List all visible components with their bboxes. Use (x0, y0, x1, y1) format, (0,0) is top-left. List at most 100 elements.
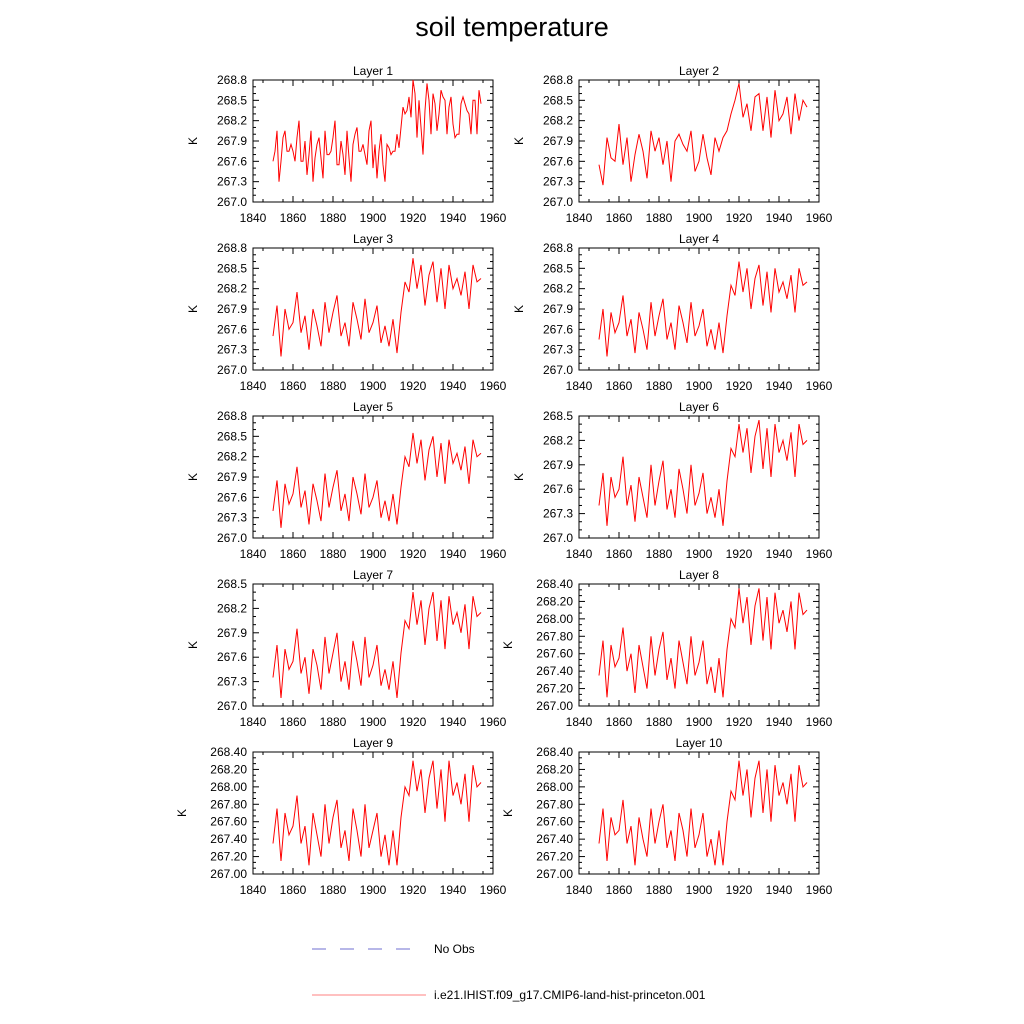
x-tick-label: 1900 (360, 211, 387, 225)
x-tick-label: 1880 (646, 715, 673, 729)
y-tick-label: 267.3 (217, 511, 247, 525)
x-tick-label: 1860 (280, 211, 307, 225)
x-tick-label: 1900 (686, 211, 713, 225)
x-tick-label: 1960 (806, 211, 833, 225)
panel-title: Layer 6 (679, 400, 719, 414)
x-tick-label: 1840 (240, 379, 267, 393)
y-tick-label: 267.20 (536, 682, 573, 696)
y-tick-label: 267.9 (543, 302, 573, 316)
panel-title: Layer 7 (353, 568, 393, 582)
y-tick-label: 267.00 (536, 699, 573, 713)
x-tick-label: 1900 (686, 547, 713, 561)
y-tick-label: 268.00 (536, 780, 573, 794)
y-tick-label: 268.8 (217, 73, 247, 87)
series-line (598, 261, 808, 357)
y-tick-label: 267.6 (217, 650, 247, 664)
x-tick-label: 1960 (806, 379, 833, 393)
y-tick-label: 268.2 (217, 601, 247, 615)
y-tick-label: 267.0 (543, 531, 573, 545)
y-tick-label: 267.9 (543, 458, 573, 472)
x-tick-label: 1860 (280, 547, 307, 561)
y-tick-label: 267.6 (217, 322, 247, 336)
x-tick-label: 1940 (440, 883, 467, 897)
y-tick-label: 267.9 (217, 470, 247, 484)
y-tick-label: 267.0 (217, 531, 247, 545)
x-tick-label: 1860 (606, 211, 633, 225)
series-line (598, 419, 808, 526)
x-tick-label: 1900 (360, 715, 387, 729)
y-tick-label: 267.3 (543, 175, 573, 189)
x-tick-label: 1920 (400, 715, 427, 729)
panel-title: Layer 9 (353, 736, 393, 750)
y-axis-label: K (186, 641, 200, 649)
panel-title: Layer 2 (679, 64, 719, 78)
x-tick-label: 1840 (240, 211, 267, 225)
x-tick-label: 1900 (686, 715, 713, 729)
x-tick-label: 1940 (440, 211, 467, 225)
y-tick-label: 267.3 (217, 675, 247, 689)
x-tick-label: 1940 (440, 715, 467, 729)
plot-frame (252, 415, 494, 539)
y-tick-label: 267.40 (536, 832, 573, 846)
x-tick-label: 1840 (240, 547, 267, 561)
x-tick-label: 1840 (240, 883, 267, 897)
x-tick-label: 1880 (320, 715, 347, 729)
y-tick-label: 267.20 (210, 850, 247, 864)
x-tick-label: 1880 (320, 379, 347, 393)
y-tick-label: 268.8 (217, 241, 247, 255)
y-tick-label: 267.6 (543, 322, 573, 336)
x-tick-label: 1920 (400, 883, 427, 897)
y-tick-label: 267.9 (543, 134, 573, 148)
legend-swatch-dashed (312, 948, 422, 950)
legend-swatch-solid (312, 994, 426, 996)
plot-frame (578, 415, 820, 539)
y-tick-label: 268.20 (536, 762, 573, 776)
y-tick-label: 268.2 (543, 433, 573, 447)
y-tick-label: 268.00 (210, 780, 247, 794)
x-tick-label: 1940 (766, 379, 793, 393)
y-tick-label: 267.6 (217, 154, 247, 168)
y-tick-label: 267.40 (536, 664, 573, 678)
x-tick-label: 1880 (646, 547, 673, 561)
y-tick-label: 267.60 (536, 647, 573, 661)
y-tick-label: 268.00 (536, 612, 573, 626)
x-tick-label: 1860 (280, 883, 307, 897)
x-tick-label: 1960 (806, 883, 833, 897)
x-tick-label: 1840 (566, 379, 593, 393)
y-tick-label: 268.8 (543, 73, 573, 87)
x-tick-label: 1900 (686, 379, 713, 393)
y-axis-label: K (186, 305, 200, 313)
plot-frame (578, 79, 820, 203)
y-axis-label: K (186, 473, 200, 481)
legend-label: i.e21.IHIST.f09_g17.CMIP6-land-hist-prin… (434, 988, 706, 1002)
x-tick-label: 1880 (320, 547, 347, 561)
y-tick-label: 267.0 (217, 699, 247, 713)
y-axis-label: K (512, 305, 526, 313)
x-tick-label: 1900 (360, 379, 387, 393)
plot-frame (252, 79, 494, 203)
x-tick-label: 1920 (726, 379, 753, 393)
y-tick-label: 267.80 (536, 629, 573, 643)
x-tick-label: 1880 (320, 883, 347, 897)
y-tick-label: 267.3 (217, 175, 247, 189)
plot-frame (252, 583, 494, 707)
y-tick-label: 267.0 (543, 195, 573, 209)
x-tick-label: 1940 (766, 883, 793, 897)
y-axis-label: K (501, 641, 515, 649)
y-tick-label: 268.2 (543, 282, 573, 296)
legend-entry-model: i.e21.IHIST.f09_g17.CMIP6-land-hist-prin… (312, 988, 705, 1002)
x-tick-label: 1860 (606, 547, 633, 561)
x-tick-label: 1840 (566, 715, 593, 729)
x-tick-label: 1960 (480, 547, 507, 561)
x-tick-label: 1880 (646, 211, 673, 225)
series-line (272, 432, 482, 528)
x-tick-label: 1860 (606, 715, 633, 729)
x-tick-label: 1860 (280, 379, 307, 393)
x-tick-label: 1960 (480, 883, 507, 897)
x-tick-label: 1920 (726, 547, 753, 561)
y-tick-label: 267.20 (536, 850, 573, 864)
x-tick-label: 1920 (400, 547, 427, 561)
y-tick-label: 267.60 (536, 815, 573, 829)
y-tick-label: 268.2 (217, 450, 247, 464)
y-tick-label: 268.2 (543, 114, 573, 128)
